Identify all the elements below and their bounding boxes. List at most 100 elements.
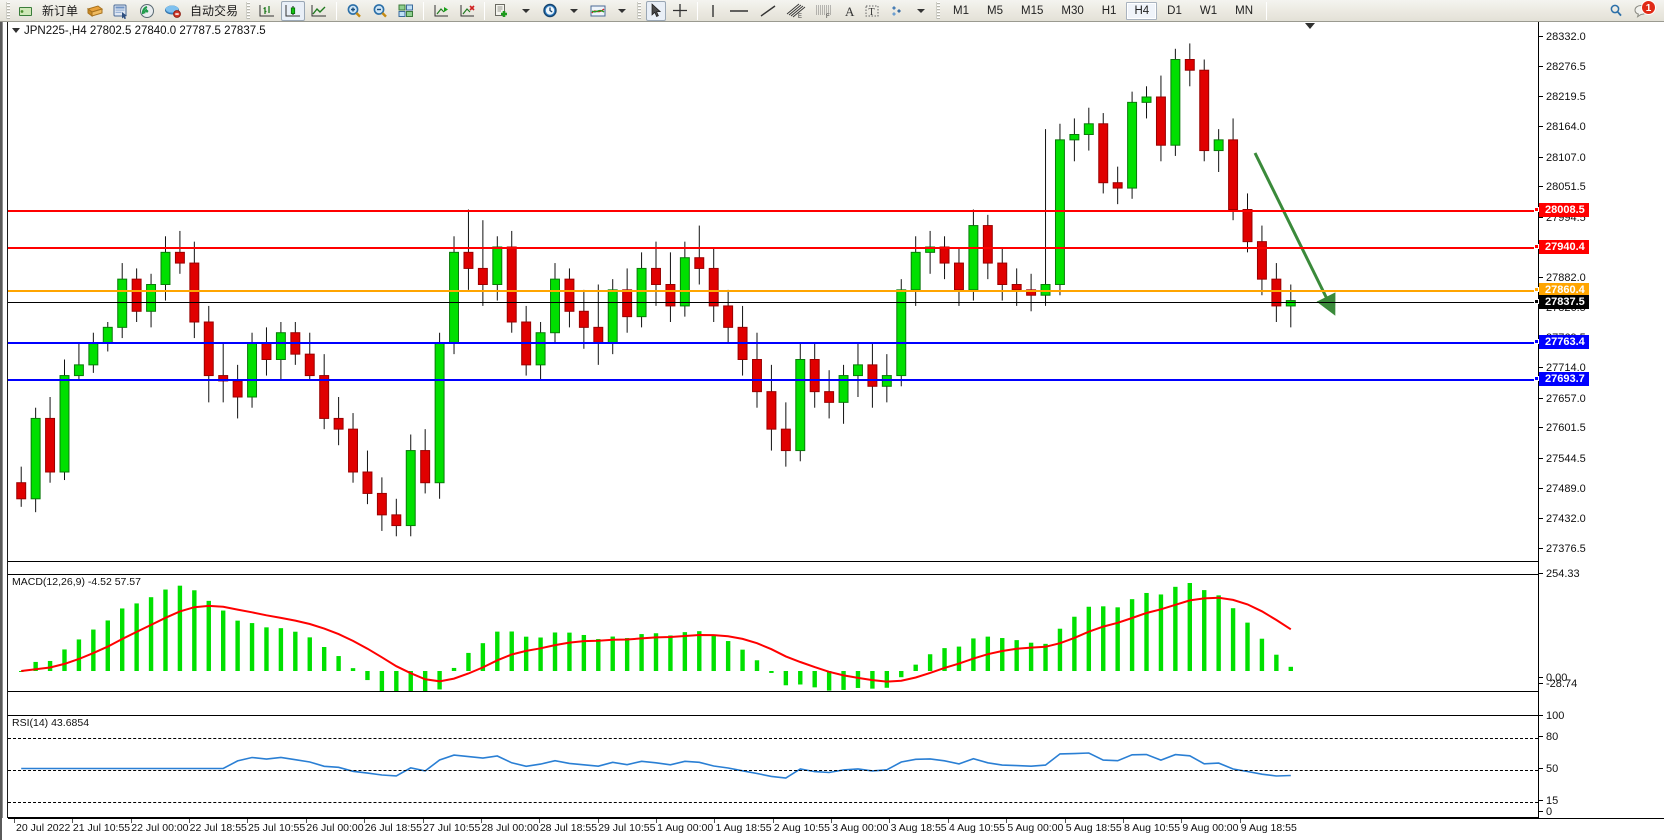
toolbar-grip[interactable]	[6, 2, 10, 19]
price-tag-pivot[interactable]: 27860.4	[1534, 282, 1589, 297]
chart-symbol-title[interactable]: JPN225-,H4 27802.5 27840.0 27787.5 27837…	[12, 25, 266, 37]
time-separator	[72, 819, 74, 823]
chevron-down-icon-4[interactable]	[911, 1, 931, 21]
notifications-icon[interactable]: 1	[1630, 0, 1656, 21]
objects-icon[interactable]	[885, 1, 909, 21]
time-label: 3 Aug 00:00	[832, 822, 889, 834]
price-pane[interactable]	[8, 22, 1538, 562]
chevron-down-icon-2[interactable]	[564, 1, 584, 21]
chevron-down-icon[interactable]	[516, 1, 536, 21]
timeframe-mn[interactable]: MN	[1235, 4, 1253, 17]
wallet-icon[interactable]	[83, 1, 107, 21]
label-icon[interactable]: T	[861, 1, 883, 21]
timeframe-h4[interactable]: H4	[1126, 1, 1158, 20]
main-toolbar[interactable]: 新订单 自动交易	[0, 0, 1664, 22]
new-order-icon[interactable]	[15, 1, 37, 21]
time-label: 5 Aug 00:00	[1007, 822, 1064, 834]
zoom-out-icon[interactable]	[368, 1, 392, 21]
macd-pane[interactable]: MACD(12,26,9) -4.52 57.57	[8, 574, 1538, 692]
autotrading-label[interactable]: 自动交易	[190, 4, 239, 18]
fibo-expansion-icon[interactable]: E	[783, 1, 809, 21]
tile-windows-icon[interactable]	[394, 1, 418, 21]
crosshair-icon[interactable]	[668, 1, 692, 21]
level-line-pivot[interactable]	[8, 289, 1538, 292]
cursor-icon[interactable]	[646, 0, 667, 21]
time-label: 5 Aug 18:55	[1065, 822, 1122, 834]
rsi-pane[interactable]: RSI(14) 43.6854	[8, 715, 1538, 818]
time-label: 28 Jul 00:00	[481, 822, 539, 834]
chart-scroll-caret-icon[interactable]	[1305, 23, 1315, 29]
time-label: 9 Aug 18:55	[1240, 822, 1297, 834]
text-icon[interactable]: A	[839, 1, 859, 21]
timeframe-m1[interactable]: M1	[953, 4, 970, 17]
price-tag-current-price[interactable]: 27837.5	[1534, 294, 1589, 309]
price-tick: 27882.0	[1539, 272, 1586, 284]
auto-scroll-icon[interactable]	[455, 1, 479, 21]
zoom-in-icon[interactable]	[342, 1, 366, 21]
svg-text:E: E	[798, 14, 802, 19]
price-scale[interactable]: 28332.0 28276.5 28219.5 28164.0 28107.0 28051…	[1534, 22, 1664, 818]
timeframe-d1[interactable]: D1	[1167, 4, 1182, 17]
toolbar-separator-2	[423, 1, 425, 20]
time-label: 21 Jul 10:55	[72, 822, 131, 834]
autotrading-icon[interactable]	[161, 1, 185, 21]
new-order-label[interactable]: 新订单	[42, 4, 79, 18]
trendline-icon[interactable]	[755, 1, 781, 21]
price-tag-support-1[interactable]: 27763.4	[1534, 334, 1589, 349]
toolbar-grip-3[interactable]	[637, 2, 642, 19]
toolbar-grip-2[interactable]	[246, 2, 251, 19]
time-scale[interactable]: 20 Jul 2022 21 Jul 10:55 22 Jul 00:00 22 Ju…	[8, 818, 1664, 840]
timeframe-m15[interactable]: M15	[1021, 4, 1044, 17]
timeframe-w1[interactable]: W1	[1199, 4, 1218, 17]
notification-badge: 1	[1641, 0, 1656, 15]
period-icon[interactable]	[538, 1, 562, 21]
signals-icon[interactable]	[135, 1, 159, 21]
price-tag-resistance-2[interactable]: 27940.4	[1534, 239, 1589, 254]
time-separator	[189, 819, 191, 823]
time-label: 20 Jul 2022	[16, 822, 71, 834]
time-separator	[539, 819, 541, 823]
candlestick-icon[interactable]	[281, 0, 306, 21]
price-tick: 28107.0	[1539, 152, 1586, 164]
fibo-retracement-icon[interactable]: F	[811, 1, 837, 21]
bar-chart-icon[interactable]	[255, 1, 279, 21]
chevron-down-icon-3[interactable]	[612, 1, 632, 21]
chart-window[interactable]: JPN225-,H4 27802.5 27840.0 27787.5 27837…	[0, 22, 1664, 840]
time-separator	[772, 819, 774, 823]
vertical-line-icon[interactable]	[703, 1, 723, 21]
toolbar-grip-4[interactable]	[936, 2, 941, 19]
price-tag-support-2[interactable]: 27693.7	[1534, 371, 1589, 386]
line-chart-icon[interactable]	[307, 1, 331, 21]
price-tick: 28219.5	[1539, 91, 1586, 103]
chart-menu-caret-icon[interactable]	[12, 28, 20, 34]
price-tick: 28332.0	[1539, 31, 1586, 43]
templates-icon[interactable]	[490, 1, 514, 21]
macd-tick-min: -28.74	[1539, 678, 1577, 690]
chart-shift-icon[interactable]	[429, 1, 453, 21]
terminal-icon[interactable]	[109, 1, 133, 21]
time-label: 22 Jul 00:00	[131, 822, 189, 834]
timeframe-m30[interactable]: M30	[1061, 4, 1084, 17]
macd-series	[19, 583, 1293, 691]
horizontal-line-icon[interactable]	[725, 1, 753, 21]
time-separator	[422, 819, 424, 823]
indicators-icon[interactable]	[586, 1, 610, 21]
price-tick: 28276.5	[1539, 61, 1586, 73]
timeframe-h1[interactable]: H1	[1101, 4, 1117, 17]
toolbar-separator-4	[697, 1, 699, 20]
timeframe-m5[interactable]: M5	[987, 4, 1003, 17]
time-label: 1 Aug 00:00	[657, 822, 714, 834]
level-line-current-price[interactable]	[8, 301, 1538, 303]
level-line-resistance-1[interactable]	[8, 210, 1538, 213]
time-label: 26 Jul 00:00	[306, 822, 364, 834]
macd-tick-max: 254.33	[1539, 568, 1580, 580]
level-line-support-1[interactable]	[8, 341, 1538, 344]
time-label: 27 Jul 10:55	[423, 822, 481, 834]
level-line-support-2[interactable]	[8, 378, 1538, 381]
price-tag-resistance-1[interactable]: 28008.5	[1534, 203, 1589, 218]
toolbar-separator-3	[484, 1, 486, 20]
level-line-resistance-2[interactable]	[8, 246, 1538, 249]
time-separator	[597, 819, 599, 823]
search-icon[interactable]	[1604, 1, 1628, 21]
rsi-tick-80: 80	[1539, 731, 1558, 743]
